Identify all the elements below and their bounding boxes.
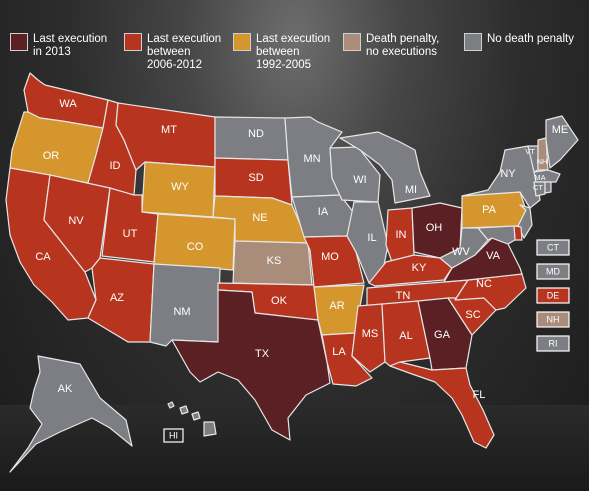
legend-swatch	[343, 33, 361, 51]
state-label-tn: TN	[396, 290, 411, 302]
legend-item-exec-2013: Last execution in 2013	[10, 33, 107, 59]
legend-swatch	[124, 33, 142, 51]
state-label-ar: AR	[329, 300, 344, 312]
state-label-ut: UT	[123, 228, 138, 240]
state-label-ny: NY	[500, 168, 516, 180]
small-state-box-fill	[536, 263, 570, 280]
state-labels-layer: WA OR CA ID NV MT WY UT AZ CO NM ND SD NE KS OK TX MN IA MO…	[35, 98, 568, 401]
legend: Last execution in 2013 Last execution bet…	[0, 0, 589, 71]
small-state-box-label: CT	[547, 242, 559, 252]
legend-item-no-penalty: No death penalty	[464, 33, 574, 51]
state-label-il: IL	[367, 232, 376, 244]
legend-label: Last execution between 2006-2012	[147, 33, 222, 71]
state-label-or: OR	[43, 150, 60, 162]
state-tx	[171, 289, 331, 441]
state-label-HI-badge: HI	[169, 430, 178, 440]
state-label-wy: WY	[171, 181, 189, 193]
hi-label-badge: HI	[163, 428, 184, 443]
state-label-id: ID	[110, 160, 121, 172]
state-label-sc: SC	[465, 309, 480, 321]
state-label-wi: WI	[353, 174, 366, 186]
state-label-ma: MA	[534, 173, 545, 182]
small-state-box-fill	[536, 287, 570, 304]
state-hi	[167, 401, 217, 437]
legend-label: No death penalty	[487, 33, 574, 45]
small-state-box-fill	[536, 311, 570, 328]
small-state-box-label: RI	[549, 338, 558, 348]
state-label-me: ME	[552, 124, 569, 136]
small-state-box-ri: RI	[536, 335, 570, 352]
legend-item-exec-2006-2012: Last execution between 2006-2012	[124, 33, 221, 72]
legend-label: Last execution between 1992-2005	[256, 33, 331, 71]
state-ms	[351, 303, 386, 373]
state-label-nv: NV	[68, 215, 84, 227]
state-label-mt: MT	[161, 124, 177, 136]
state-label-in: IN	[396, 229, 407, 241]
state-label-mn: MN	[303, 153, 320, 165]
legend-swatch	[233, 33, 251, 51]
state-label-az: AZ	[110, 292, 124, 304]
state-label-wv: WV	[452, 246, 470, 258]
state-label-nc: NC	[476, 278, 492, 290]
legend-swatch	[464, 33, 482, 51]
state-label-wa: WA	[59, 98, 77, 110]
state-label-sd: SD	[248, 172, 263, 184]
small-state-box-ct: CT	[536, 239, 570, 256]
state-co	[153, 213, 236, 271]
state-fl	[389, 361, 495, 449]
state-label-ne: NE	[252, 212, 267, 224]
small-state-box-fill	[536, 239, 570, 256]
state-label-la: LA	[332, 346, 346, 358]
state-ct	[533, 181, 546, 197]
state-label-ia: IA	[318, 206, 329, 218]
state-label-ak: AK	[58, 383, 73, 395]
states-layer	[5, 72, 579, 473]
state-label-ok: OK	[271, 295, 288, 307]
state-label-fl: FL	[473, 389, 486, 401]
legend-label: Death penalty, no executions	[366, 33, 440, 58]
state-md	[477, 225, 516, 245]
state-label-ky: KY	[412, 262, 427, 274]
state-mi	[339, 131, 431, 204]
small-state-box-label: NH	[547, 314, 560, 324]
state-ak	[9, 355, 133, 473]
state-label-ct: CT	[533, 183, 543, 192]
small-state-boxes: CT MD DE NH RI	[536, 239, 570, 352]
state-label-ms: MS	[362, 328, 379, 340]
legend-item-exec-1992-2005: Last execution between 1992-2005	[233, 33, 330, 72]
state-label-pa: PA	[482, 204, 497, 216]
state-label-nh: NH	[537, 157, 548, 166]
legend-item-no-exec: Death penalty, no executions	[343, 33, 439, 59]
small-state-box-de: DE	[536, 287, 570, 304]
state-label-oh: OH	[426, 222, 443, 234]
state-label-mo: MO	[321, 251, 339, 263]
state-label-ga: GA	[434, 329, 451, 341]
state-label-vt: VT	[525, 147, 535, 156]
small-state-box-label: MD	[546, 266, 560, 276]
state-label-nm: NM	[173, 306, 190, 318]
state-label-va: VA	[486, 250, 501, 262]
state-label-ks: KS	[267, 255, 282, 267]
small-state-box-md: MD	[536, 263, 570, 280]
small-state-box-label: DE	[547, 290, 560, 300]
state-me	[545, 115, 579, 169]
state-label-tx: TX	[255, 348, 270, 360]
legend-swatch	[10, 33, 28, 51]
state-ri	[544, 181, 552, 194]
state-ma	[533, 169, 561, 183]
small-state-box-nh: NH	[536, 311, 570, 328]
state-label-ca: CA	[35, 251, 51, 263]
state-ut	[101, 187, 159, 263]
state-label-co: CO	[187, 241, 204, 253]
small-state-box-fill	[536, 335, 570, 352]
legend-label: Last execution in 2013	[33, 33, 108, 58]
state-label-mi: MI	[405, 184, 417, 196]
state-label-al: AL	[399, 330, 412, 342]
state-label-nd: ND	[248, 128, 264, 140]
